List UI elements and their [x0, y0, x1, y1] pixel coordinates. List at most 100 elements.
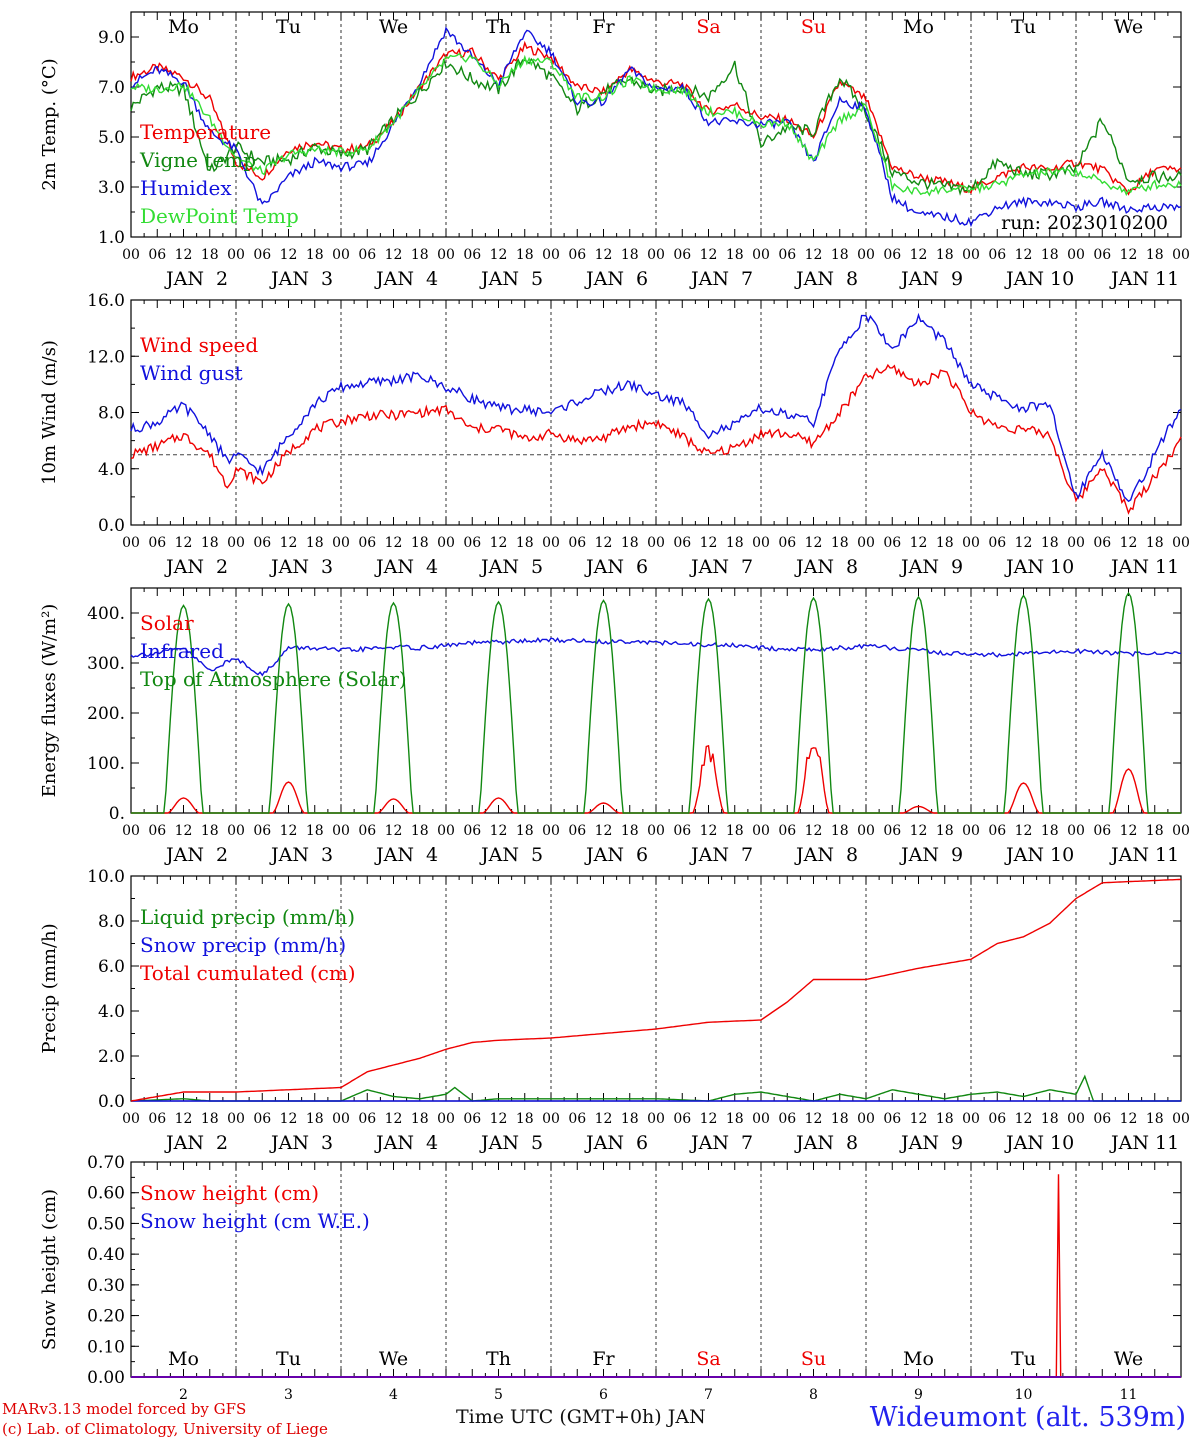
hour-tick-label: 18 — [726, 823, 744, 839]
hour-tick-label: 06 — [778, 823, 796, 839]
y-tick-label: 10.0 — [87, 867, 125, 887]
hour-tick-label: 18 — [201, 535, 219, 551]
series-top-of-atmosphere-solar- — [131, 591, 1181, 814]
hour-tick-label: 12 — [805, 247, 823, 263]
date-label: JAN 4 — [374, 844, 438, 866]
hour-tick-label: 18 — [516, 823, 534, 839]
date-label: JAN 5 — [479, 556, 543, 578]
hour-tick-label: 00 — [227, 535, 245, 551]
y-tick-label: 6.0 — [98, 957, 125, 977]
hour-tick-label: 18 — [201, 247, 219, 263]
hour-tick-label: 18 — [306, 823, 324, 839]
hour-tick-label: 06 — [883, 535, 901, 551]
y-axis-title: Snow height (cm) — [39, 1189, 60, 1350]
legend-entry: Snow precip (mm/h) — [140, 933, 346, 957]
date-label: JAN 7 — [689, 268, 753, 290]
hour-tick-label: 06 — [568, 823, 586, 839]
hour-tick-label: 00 — [227, 247, 245, 263]
run-annotation: run: 2023010200 — [1001, 212, 1168, 234]
y-tick-label: 400. — [87, 604, 125, 624]
hour-tick-label: 12 — [595, 535, 613, 551]
y-tick-label: 2.0 — [98, 1047, 125, 1067]
day-number-label: 6 — [599, 1387, 608, 1403]
date-label: JAN 10 — [1004, 556, 1074, 578]
hour-tick-label: 06 — [778, 247, 796, 263]
day-name-label: Su — [801, 1348, 826, 1370]
hour-tick-label: 12 — [1120, 247, 1138, 263]
date-label: JAN 6 — [584, 1132, 648, 1154]
hour-tick-label: 00 — [857, 823, 875, 839]
hour-tick-label: 06 — [358, 1111, 376, 1127]
day-name-label: Sa — [696, 1348, 720, 1370]
hour-tick-label: 00 — [1067, 247, 1085, 263]
panel-frame — [130, 299, 1182, 526]
day-name-label: Tu — [276, 16, 301, 38]
hour-tick-label: 18 — [306, 535, 324, 551]
date-label: JAN 3 — [269, 268, 333, 290]
date-label: JAN 4 — [374, 1132, 438, 1154]
hour-tick-label: 12 — [175, 1111, 193, 1127]
date-label: JAN 9 — [899, 1132, 963, 1154]
hour-tick-label: 00 — [962, 247, 980, 263]
panel-1: 1.0 3.0 5.0 7.0 9.0 2m Temp. (°C) Temperature V… — [39, 11, 1190, 290]
day-name-label: We — [1114, 16, 1143, 38]
hour-tick-label: 06 — [778, 1111, 796, 1127]
day-name-label: Tu — [1011, 1348, 1036, 1370]
panel-2: 0.0 4.0 8.0 12.0 16.0 10m Wind (m/s) Wind spee… — [39, 291, 1190, 578]
y-tick-label: 4.0 — [98, 460, 125, 480]
hour-tick-label: 12 — [1120, 535, 1138, 551]
hour-tick-label: 00 — [1067, 823, 1085, 839]
y-axis-title: Precip (mm/h) — [39, 923, 60, 1053]
date-label: JAN 10 — [1004, 268, 1074, 290]
hour-tick-label: 06 — [568, 1111, 586, 1127]
hour-tick-label: 00 — [962, 535, 980, 551]
hour-tick-label: 06 — [148, 1111, 166, 1127]
hour-tick-label: 06 — [253, 535, 271, 551]
date-label: JAN 6 — [584, 844, 648, 866]
hour-tick-label: 06 — [253, 823, 271, 839]
hour-tick-label: 18 — [1041, 1111, 1059, 1127]
legend-entry: Solar — [140, 611, 194, 635]
y-tick-label: 0.00 — [87, 1368, 125, 1388]
panel-3: 0. 100. 200. 300. 400. Energy fluxes (W/m²) So… — [39, 587, 1190, 866]
hour-tick-label: 18 — [1041, 535, 1059, 551]
date-label: JAN 8 — [794, 556, 858, 578]
y-tick-label: 0.60 — [87, 1184, 125, 1204]
hour-tick-label: 06 — [883, 823, 901, 839]
day-name-label: Su — [801, 16, 826, 38]
hour-tick-label: 00 — [962, 823, 980, 839]
day-number-label: 5 — [494, 1387, 503, 1403]
hour-tick-label: 00 — [542, 823, 560, 839]
hour-tick-label: 06 — [1093, 823, 1111, 839]
hour-tick-label: 00 — [542, 247, 560, 263]
legend-entry: Infrared — [140, 639, 224, 663]
hour-tick-label: 12 — [595, 823, 613, 839]
y-tick-label: 16.0 — [87, 291, 125, 311]
hour-tick-label: 12 — [280, 1111, 298, 1127]
hour-tick-label: 12 — [490, 535, 508, 551]
model-credit: MARv3.13 model forced by GFS — [2, 1400, 247, 1418]
y-tick-label: 5.0 — [98, 128, 125, 148]
hour-tick-label: 18 — [621, 535, 639, 551]
hour-tick-label: 18 — [831, 247, 849, 263]
hour-tick-label: 18 — [621, 1111, 639, 1127]
hour-tick-label: 06 — [463, 247, 481, 263]
legend-entry: Wind gust — [140, 361, 243, 385]
hour-tick-label: 06 — [673, 247, 691, 263]
series-infrared — [130, 636, 1181, 677]
date-label: JAN 10 — [1004, 844, 1074, 866]
series-wind-speed — [130, 363, 1182, 515]
hour-tick-label: 12 — [910, 1111, 928, 1127]
hour-tick-label: 12 — [1015, 1111, 1033, 1127]
y-tick-label: 0. — [109, 804, 125, 824]
date-label: JAN 5 — [479, 1132, 543, 1154]
hour-tick-label: 18 — [201, 823, 219, 839]
y-tick-label: 9.0 — [98, 28, 125, 48]
day-name-label: Th — [486, 16, 511, 38]
hour-tick-label: 00 — [647, 1111, 665, 1127]
hour-tick-label: 06 — [673, 535, 691, 551]
y-tick-label: 3.0 — [98, 178, 125, 198]
day-number-label: 11 — [1120, 1387, 1138, 1403]
y-tick-label: 8.0 — [98, 912, 125, 932]
panel-frame — [130, 587, 1182, 814]
